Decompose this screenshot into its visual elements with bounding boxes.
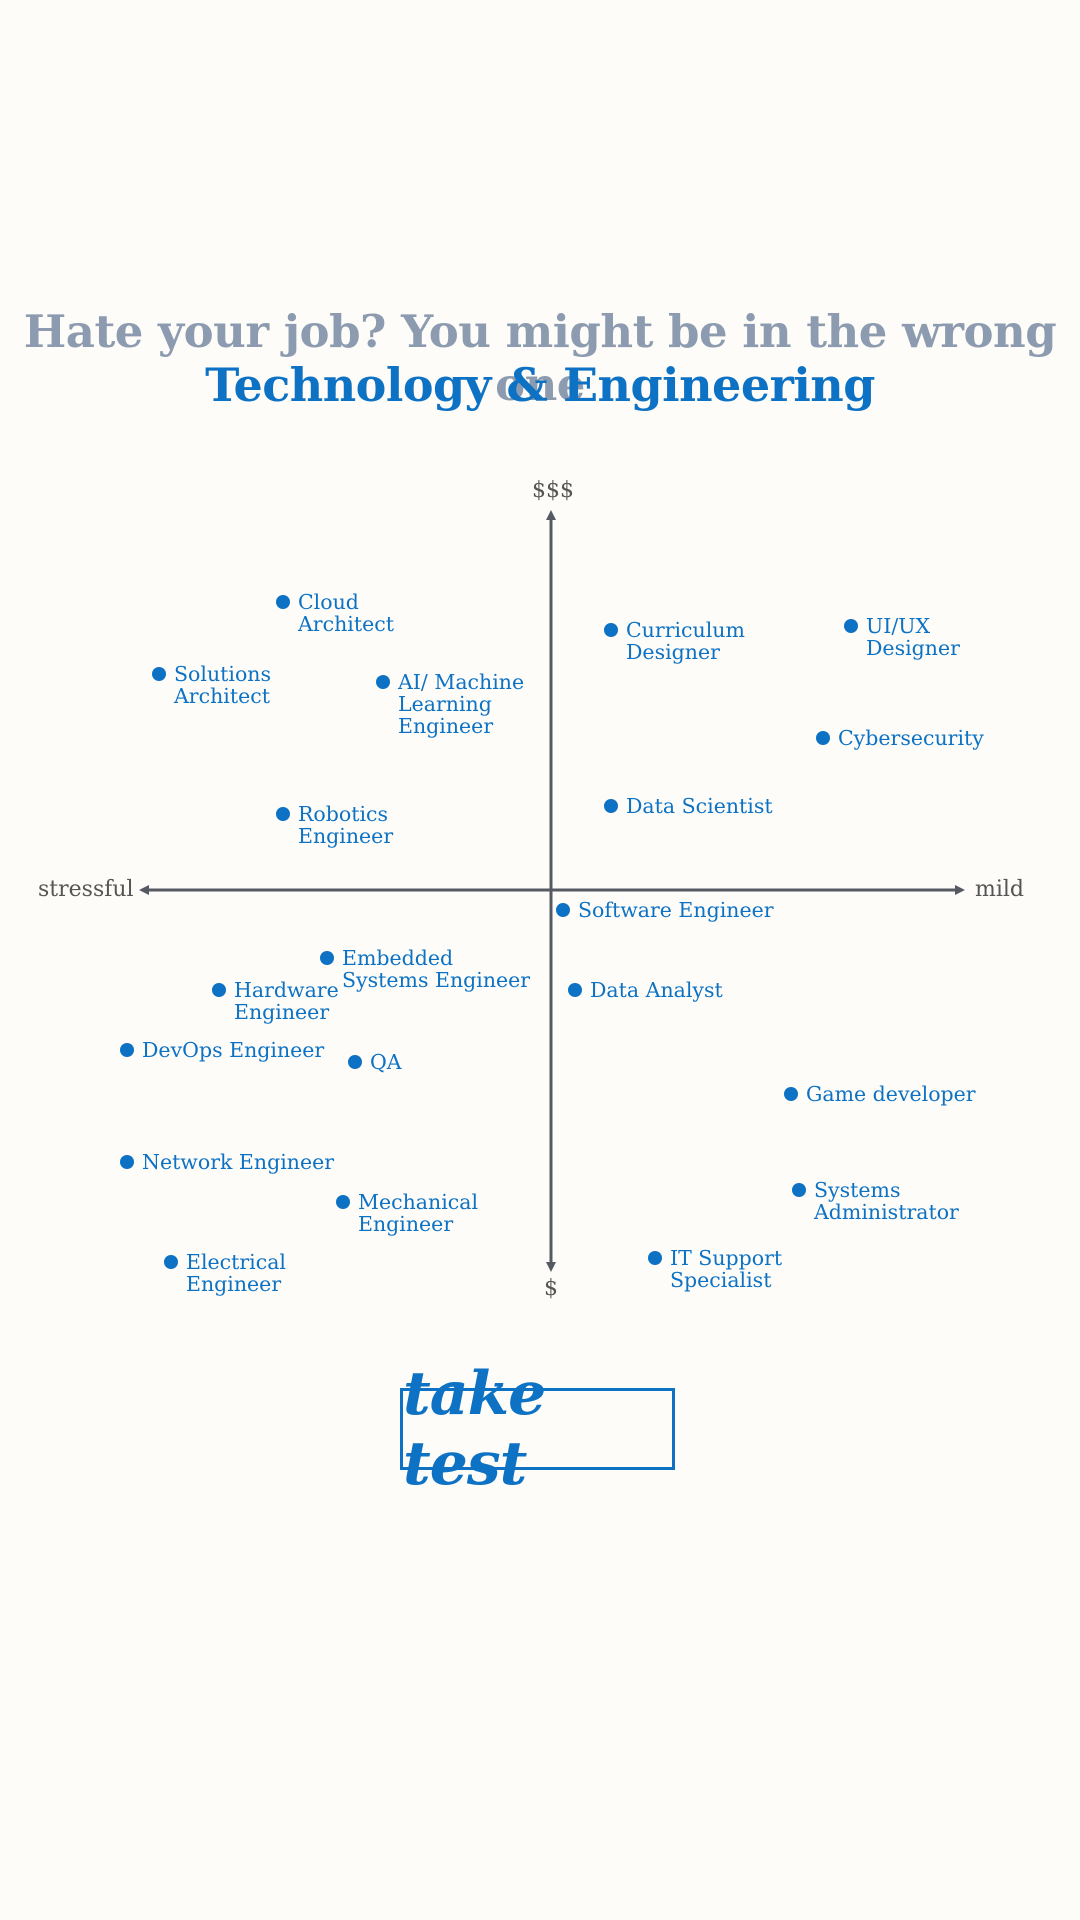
data-point-label-line: Hardware (234, 978, 339, 1002)
data-point-label: AI/ Machine Learning Engineer (397, 670, 524, 738)
headline: Hate your job? You might be in the wrong… (23, 305, 1057, 411)
data-point-marker (120, 1155, 134, 1169)
data-point-label-line: Engineer (234, 1000, 329, 1024)
data-point-marker (212, 983, 226, 997)
data-point-marker (152, 667, 166, 681)
data-point-label: Data Scientist (626, 794, 773, 818)
data-point-label: Electrical Engineer (186, 1250, 286, 1296)
data-point-marker (120, 1043, 134, 1057)
data-point-label-line: AI/ Machine (397, 670, 524, 694)
data-point-label-line: Specialist (670, 1268, 772, 1292)
data-point-marker (604, 799, 618, 813)
data-point-label-line: Engineer (398, 714, 493, 738)
data-point-label-line: Solutions (174, 662, 271, 686)
data-point-label: Hardware Engineer (234, 978, 339, 1024)
data-point-label-line: Mechanical (358, 1190, 478, 1214)
data-point-label: Network Engineer (142, 1150, 334, 1174)
data-point-marker (784, 1087, 798, 1101)
data-point-label-line: Robotics (298, 802, 388, 826)
data-point-label: Data Analyst (590, 978, 724, 1002)
data-point-label-line: Engineer (186, 1272, 281, 1296)
data-point-label: Solutions Architect (173, 662, 271, 708)
data-point-label-line: Architect (297, 612, 395, 636)
category-title: Technology & Engineering (205, 358, 875, 412)
x-axis-right-label: mild (975, 877, 1025, 902)
data-point-label: Software Engineer (578, 898, 774, 922)
data-point-label-line: Systems (814, 1178, 900, 1202)
data-point-marker (276, 595, 290, 609)
data-point-label-line: DevOps Engineer (142, 1038, 324, 1062)
data-point-marker (792, 1183, 806, 1197)
data-point-label-line: Learning (398, 692, 492, 716)
data-point-label: Cloud Architect (297, 590, 395, 636)
data-point-label-line: Curriculum (626, 618, 745, 642)
data-point-label-line: Embedded (342, 946, 453, 970)
data-point-label-line: Systems Engineer (342, 968, 530, 992)
data-point-label-line: Architect (173, 684, 271, 708)
data-point-label: DevOps Engineer (142, 1038, 324, 1062)
data-point-marker (556, 903, 570, 917)
data-point-marker (604, 623, 618, 637)
data-point-marker (320, 951, 334, 965)
x-axis-left-label: stressful (38, 877, 134, 902)
data-point-label: Embedded Systems Engineer (342, 946, 530, 992)
data-point-marker (376, 675, 390, 689)
data-point-label-line: Software Engineer (578, 898, 774, 922)
data-point-marker (164, 1255, 178, 1269)
data-point-label-line: Cloud (298, 590, 359, 614)
data-point-label-line: Designer (866, 636, 960, 660)
y-axis-bottom-label: $ (544, 1276, 558, 1301)
data-point-label-line: UI/UX (866, 614, 931, 638)
data-point-marker (648, 1251, 662, 1265)
data-point-label-line: Network Engineer (142, 1150, 334, 1174)
data-point-label-line: Engineer (298, 824, 393, 848)
data-point-label: Curriculum Designer (626, 618, 745, 664)
data-point-label-line: Designer (626, 640, 720, 664)
data-point-label-line: Game developer (806, 1082, 976, 1106)
data-point-label: Systems Administrator (813, 1178, 959, 1224)
data-point-marker (348, 1055, 362, 1069)
y-axis-top-label: $$$ (532, 478, 574, 503)
data-point-marker (276, 807, 290, 821)
data-point-label: Robotics Engineer (298, 802, 393, 848)
data-point-label: UI/UX Designer (866, 614, 960, 660)
data-point-label: Game developer (806, 1082, 976, 1106)
data-point-label-line: Electrical (186, 1250, 286, 1274)
data-point-label: Mechanical Engineer (358, 1190, 478, 1236)
data-point-marker (844, 619, 858, 633)
data-point-label: Cybersecurity (838, 726, 984, 750)
data-point-label-line: Engineer (358, 1212, 453, 1236)
data-point-label: QA (370, 1050, 402, 1074)
data-point-label-line: Data Analyst (590, 978, 724, 1002)
data-point-label-line: Cybersecurity (838, 726, 984, 750)
data-point-label-line: Administrator (813, 1200, 959, 1224)
data-point-marker (568, 983, 582, 997)
data-point-label-line: QA (370, 1050, 402, 1074)
data-point-marker (336, 1195, 350, 1209)
data-point-marker (816, 731, 830, 745)
take-test-button[interactable]: take test (400, 1359, 675, 1499)
data-point-label-line: IT Support (670, 1246, 783, 1270)
data-point-label-line: Data Scientist (626, 794, 773, 818)
data-point-label: IT Support Specialist (670, 1246, 783, 1292)
